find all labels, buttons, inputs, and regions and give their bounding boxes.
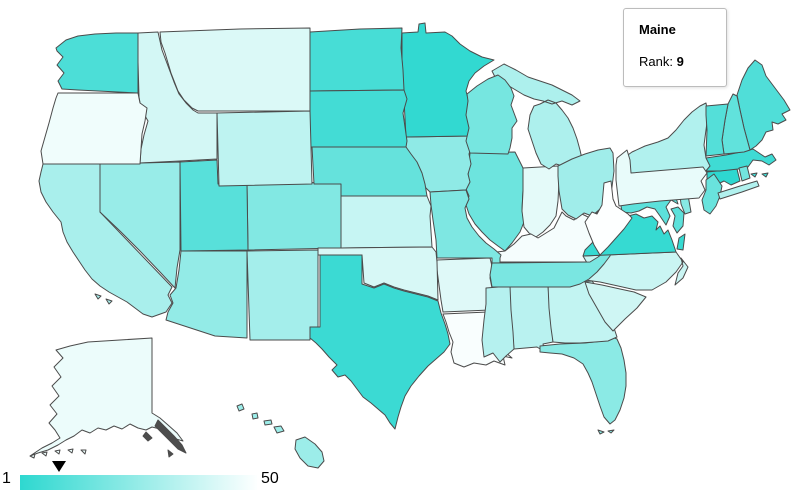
state-florida[interactable] — [539, 335, 627, 435]
state-minnesota[interactable] — [401, 22, 495, 138]
state-maine[interactable] — [736, 59, 791, 151]
state-hawaii[interactable] — [236, 403, 325, 469]
state-oklahoma[interactable] — [317, 246, 439, 301]
state-south-dakota[interactable] — [309, 89, 408, 148]
alaska-archipelago — [142, 419, 187, 458]
state-colorado[interactable] — [246, 181, 344, 251]
state-texas[interactable] — [309, 254, 451, 430]
state-north-carolina[interactable] — [582, 251, 689, 291]
state-kansas[interactable] — [340, 195, 433, 249]
state-south-carolina[interactable] — [584, 281, 647, 332]
legend-min-label: 1 — [2, 470, 11, 487]
state-north-dakota[interactable] — [309, 27, 405, 92]
state-alaska[interactable] — [29, 337, 184, 459]
tooltip-rank-label: Rank: — [639, 54, 673, 69]
legend-max-label: 50 — [261, 470, 279, 487]
state-oregon[interactable] — [40, 92, 148, 165]
legend-gradient-bar — [20, 475, 257, 490]
state-mississippi[interactable] — [481, 285, 515, 363]
state-wyoming[interactable] — [216, 110, 313, 187]
state-missouri[interactable] — [429, 189, 502, 265]
state-maryland[interactable] — [619, 194, 685, 234]
state-montana[interactable] — [159, 27, 311, 112]
state-new-jersey[interactable] — [701, 173, 723, 215]
state-indiana[interactable] — [521, 165, 560, 238]
tooltip-rank-value: 9 — [676, 54, 684, 69]
state-nebraska[interactable] — [311, 146, 428, 197]
state-vermont[interactable] — [705, 103, 729, 157]
state-california[interactable] — [38, 163, 173, 318]
tooltip: Maine Rank: 9 — [623, 8, 727, 87]
state-washington[interactable] — [55, 32, 139, 94]
state-new-mexico[interactable] — [246, 249, 319, 341]
state-arkansas[interactable] — [436, 257, 493, 313]
state-alabama[interactable] — [509, 283, 554, 353]
state-pennsylvania[interactable] — [615, 149, 708, 207]
state-arizona[interactable] — [165, 250, 248, 339]
state-wisconsin[interactable] — [465, 74, 518, 155]
tooltip-state-name: Maine — [639, 22, 676, 37]
state-west-virginia[interactable] — [584, 180, 633, 256]
state-rhode-island[interactable] — [738, 165, 751, 182]
tooltip-rank-line: Rank: 9 — [639, 54, 711, 69]
state-massachusetts[interactable] — [705, 148, 777, 178]
legend-marker-triangle-icon — [51, 461, 66, 472]
